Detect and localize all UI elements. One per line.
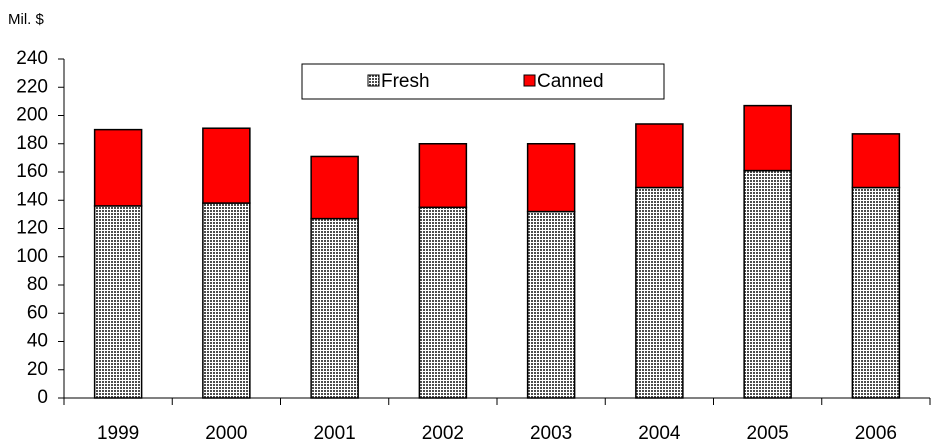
x-tick-label: 2000 (205, 423, 247, 442)
y-tick-label: 140 (16, 189, 48, 210)
y-tick-label: 20 (27, 359, 48, 380)
legend-box (301, 63, 665, 100)
bar-segment (743, 169, 792, 399)
bar-segment (93, 205, 143, 399)
y-tick-label: 80 (27, 274, 48, 295)
bar-segment (851, 186, 901, 399)
bar-segment (635, 123, 684, 189)
x-tick-label: 2003 (530, 423, 572, 442)
bar-segment (93, 128, 143, 207)
legend-label: Canned (537, 71, 604, 92)
bar-segment (743, 104, 792, 172)
y-tick-label: 0 (37, 387, 48, 408)
bar-segment (310, 155, 359, 220)
x-tick-label: 1999 (97, 423, 139, 442)
bar-segment (202, 127, 251, 204)
y-tick-label: 100 (16, 246, 48, 267)
bar-segment (418, 143, 468, 209)
y-tick-label: 240 (16, 48, 48, 69)
y-tick-label: 160 (16, 161, 48, 182)
y-tick-label: 120 (16, 218, 48, 239)
legend-swatch (367, 74, 380, 87)
bar-segment (418, 206, 468, 399)
y-axis-label: Mil. $ (8, 11, 44, 28)
x-tick-label: 2001 (313, 423, 355, 442)
x-tick-label: 2004 (638, 423, 681, 442)
x-tick-label: 2005 (746, 423, 788, 442)
y-tick-label: 60 (27, 302, 48, 323)
bar-segment (202, 202, 251, 399)
x-tick-label: 2006 (855, 423, 897, 442)
bar-segment (851, 133, 901, 189)
legend-label: Fresh (381, 71, 430, 92)
legend-swatch (523, 74, 536, 87)
y-tick-label: 40 (27, 331, 48, 352)
bar-segment (310, 217, 359, 399)
bar-segment (635, 186, 684, 399)
bar-segment (526, 143, 576, 213)
x-tick-label: 2002 (422, 423, 464, 442)
y-tick-label: 220 (16, 76, 48, 97)
y-tick-label: 180 (16, 133, 48, 154)
bar-segment (526, 210, 576, 399)
y-tick-label: 200 (16, 105, 48, 126)
